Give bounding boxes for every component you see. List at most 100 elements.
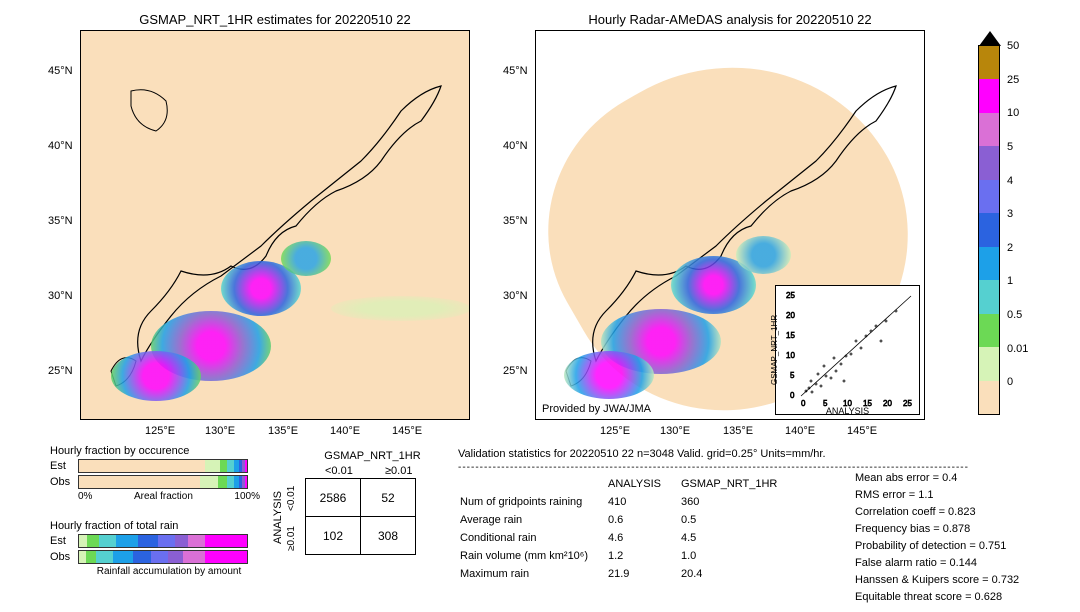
colorbar-segment xyxy=(979,213,999,246)
xtick: 140°E xyxy=(785,425,815,437)
cell: 0.5 xyxy=(681,512,795,528)
colorbar-segment xyxy=(979,381,999,414)
colorbar-segment xyxy=(979,180,999,213)
colorbar: 502510543210.50.010 xyxy=(978,45,1000,415)
right-map: Provided by JWA/JMA 05 1015 2025 05 xyxy=(535,30,925,420)
bar-segment xyxy=(227,476,234,488)
bar-segment xyxy=(220,460,227,472)
bar-segment xyxy=(96,551,113,563)
cell: 20.4 xyxy=(681,566,795,582)
colorbar-segment xyxy=(979,146,999,179)
svg-text:25: 25 xyxy=(786,291,795,300)
tick: 100% xyxy=(234,491,260,502)
svg-text:10: 10 xyxy=(786,351,795,360)
table-row: Rain volume (mm km²10⁶)1.21.0 xyxy=(460,548,795,564)
colorbar-segment xyxy=(979,314,999,347)
svg-text:5: 5 xyxy=(790,371,795,380)
colorbar-segment xyxy=(979,113,999,146)
row-label: Num of gridpoints raining xyxy=(460,494,606,510)
colorbar-tick: 4 xyxy=(1007,175,1013,187)
ct-col-header: GSMAP_NRT_1HR xyxy=(315,450,430,462)
axis-label: Areal fraction xyxy=(134,491,193,502)
bar-segment xyxy=(151,551,168,563)
xtick: 135°E xyxy=(723,425,753,437)
bar-segment xyxy=(79,551,86,563)
bar-segment xyxy=(79,476,200,488)
row-label: Rain volume (mm km²10⁶) xyxy=(460,548,606,564)
svg-text:20: 20 xyxy=(786,311,795,320)
scatter-xlabel: ANALYSIS xyxy=(776,406,919,416)
bar-segment xyxy=(138,535,158,547)
row-label: Maximum rain xyxy=(460,566,606,582)
bar-segment xyxy=(245,476,247,488)
colorbar-tick: 50 xyxy=(1007,40,1019,52)
bar-segment xyxy=(188,535,205,547)
bar-segment xyxy=(218,476,226,488)
bar-segment xyxy=(227,460,234,472)
colorbar-tick: 3 xyxy=(1007,208,1013,220)
colorbar-tick: 0.01 xyxy=(1007,343,1028,355)
precip-region xyxy=(331,296,469,321)
scatter-inset: 05 1015 2025 05 1015 2025 ANALYSIS GSMAP… xyxy=(775,285,920,415)
xtick: 145°E xyxy=(847,425,877,437)
colorbar-tick: 25 xyxy=(1007,74,1019,86)
bar-segment xyxy=(175,535,188,547)
cell: 0.6 xyxy=(608,512,679,528)
colorbar-tick: 0 xyxy=(1007,376,1013,388)
xtick: 130°E xyxy=(660,425,690,437)
colorbar-segment xyxy=(979,247,999,280)
bar-segment xyxy=(183,551,205,563)
metric-line: Mean abs error = 0.4 xyxy=(855,470,1019,487)
xtick: 140°E xyxy=(330,425,360,437)
obs-label: Obs xyxy=(50,551,78,563)
svg-text:15: 15 xyxy=(786,331,795,340)
ytick: 45°N xyxy=(503,65,528,77)
row-label: Conditional rain xyxy=(460,530,606,546)
ct-col-label: ≥0.01 xyxy=(385,465,412,477)
colorbar-tick: 2 xyxy=(1007,242,1013,254)
precip-region xyxy=(281,241,331,276)
bar-segment xyxy=(245,460,247,472)
occurrence-obs-bar xyxy=(78,475,248,489)
cell: 4.5 xyxy=(681,530,795,546)
total-rain-title: Hourly fraction of total rain xyxy=(50,520,260,532)
scatter-ylabel: GSMAP_NRT_1HR xyxy=(770,286,779,414)
total-rain-obs-bar xyxy=(78,550,248,564)
total-rain-est-bar xyxy=(78,534,248,548)
ct-cell: 2586 xyxy=(306,479,361,517)
bar-segment xyxy=(200,476,218,488)
colorbar-tick: 10 xyxy=(1007,107,1019,119)
ytick: 25°N xyxy=(503,365,528,377)
ytick: 30°N xyxy=(503,290,528,302)
left-map xyxy=(80,30,470,420)
bar-segment xyxy=(205,460,220,472)
colorbar-segment xyxy=(979,46,999,79)
table-row: Average rain0.60.5 xyxy=(460,512,795,528)
ytick: 35°N xyxy=(503,215,528,227)
xtick: 135°E xyxy=(268,425,298,437)
table-row: Conditional rain4.64.5 xyxy=(460,530,795,546)
ytick: 40°N xyxy=(503,140,528,152)
bar-segment xyxy=(158,535,175,547)
attribution: Provided by JWA/JMA xyxy=(542,403,651,415)
colorbar-tick: 5 xyxy=(1007,141,1013,153)
cell: 21.9 xyxy=(608,566,679,582)
precip-region xyxy=(564,351,654,399)
metric-line: Correlation coeff = 0.823 xyxy=(855,504,1019,521)
occurrence-chart: Hourly fraction by occurence Est Obs 0% … xyxy=(50,445,260,502)
colorbar-segment xyxy=(979,280,999,313)
scatter-plot: 05 1015 2025 05 1015 2025 xyxy=(776,286,921,416)
col-header: ANALYSIS xyxy=(608,476,679,492)
xtick: 130°E xyxy=(205,425,235,437)
colorbar-segment xyxy=(979,79,999,112)
precip-region xyxy=(111,351,201,401)
bar-segment xyxy=(87,535,99,547)
table-row: Maximum rain21.920.4 xyxy=(460,566,795,582)
ct-col-label: <0.01 xyxy=(325,465,353,477)
bar-segment xyxy=(113,551,133,563)
bar-segment xyxy=(205,535,247,547)
xtick: 145°E xyxy=(392,425,422,437)
validation-title: Validation statistics for 20220510 22 n=… xyxy=(458,448,826,460)
tick: 0% xyxy=(78,491,92,502)
ytick: 30°N xyxy=(48,290,73,302)
